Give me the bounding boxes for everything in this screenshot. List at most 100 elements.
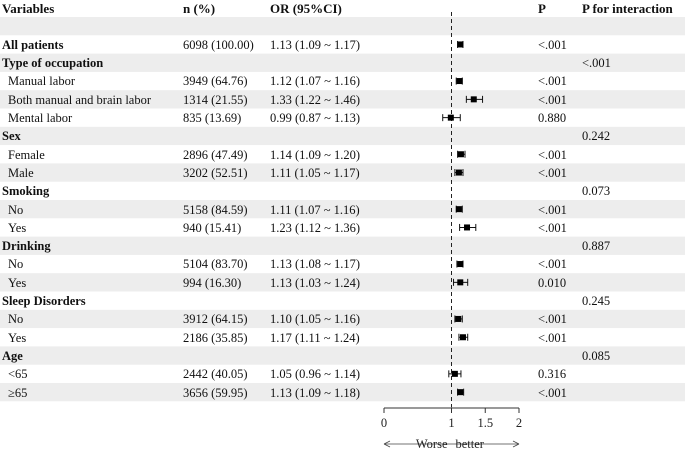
p-interaction-value: 0.242 <box>582 129 611 144</box>
row-label: Yes <box>8 220 27 235</box>
header-n: n (%) <box>183 1 216 16</box>
or-value: 1.10 (1.05 ~ 1.16) <box>270 312 361 327</box>
n-value: 3912 (64.15) <box>183 312 248 327</box>
p-value: <.001 <box>538 37 567 52</box>
group-label: Sleep Disorders <box>2 294 86 308</box>
row-label: Yes <box>8 275 27 290</box>
n-value: 1314 (21.55) <box>183 92 248 107</box>
point-estimate <box>455 315 462 322</box>
point-estimate <box>455 206 462 213</box>
p-interaction-value: <.001 <box>582 56 611 71</box>
row-stripe <box>0 309 685 329</box>
or-value: 1.05 (0.96 ~ 1.14) <box>270 367 361 382</box>
x-tick-label: 1.5 <box>477 416 493 430</box>
p-value: <.001 <box>538 165 567 180</box>
n-value: 2442 (40.05) <box>183 367 248 382</box>
p-value: <.001 <box>538 92 567 107</box>
p-value: 0.316 <box>538 367 567 382</box>
point-estimate <box>457 41 464 48</box>
or-value: 1.23 (1.12 ~ 1.36) <box>270 220 361 235</box>
group-label: Sex <box>2 129 21 144</box>
row-stripe <box>0 17 685 36</box>
or-value: 1.13 (1.03 ~ 1.24) <box>270 275 361 290</box>
group-label: Drinking <box>2 239 51 254</box>
n-value: 994 (16.30) <box>183 275 242 290</box>
p-value: <.001 <box>538 74 567 89</box>
point-estimate <box>447 114 454 121</box>
point-estimate <box>457 279 464 286</box>
p-value: <.001 <box>538 202 567 217</box>
header-variables: Variables <box>2 1 55 16</box>
arrow-head-right <box>512 440 520 448</box>
header-p: P <box>538 1 546 16</box>
point-estimate <box>457 151 464 158</box>
header-p-interaction: P for interaction <box>582 1 673 16</box>
p-value: <.001 <box>538 147 567 162</box>
row-stripe <box>0 383 685 402</box>
n-value: 940 (15.41) <box>183 220 242 235</box>
n-value: 5104 (83.70) <box>183 257 248 272</box>
p-value: <.001 <box>538 220 567 235</box>
or-value: 1.17 (1.11 ~ 1.24) <box>270 330 360 345</box>
row-label: No <box>8 312 24 327</box>
group-label: Age <box>2 348 23 363</box>
p-interaction-value: 0.085 <box>582 348 611 363</box>
n-value: 6098 (100.00) <box>183 37 254 52</box>
row-stripe <box>0 273 685 292</box>
or-value: 1.11 (1.05 ~ 1.17) <box>270 165 360 180</box>
row-label: Male <box>8 165 34 180</box>
x-tick-label: 0 <box>381 416 387 430</box>
row-label: <65 <box>8 367 28 382</box>
row-label: Yes <box>8 330 27 345</box>
p-value: 0.010 <box>538 275 567 290</box>
or-value: 1.14 (1.09 ~ 1.20) <box>270 147 361 162</box>
row-stripe <box>0 163 685 182</box>
row-label: ≥65 <box>8 385 28 400</box>
n-value: 3202 (52.51) <box>183 165 248 180</box>
n-value: 835 (13.69) <box>183 111 242 125</box>
point-estimate <box>457 261 464 268</box>
p-value: <.001 <box>538 257 567 272</box>
direction-label-better: better <box>456 437 485 451</box>
n-value: 3949 (64.76) <box>183 74 248 89</box>
or-value: 1.13 (1.09 ~ 1.17) <box>270 37 361 52</box>
point-estimate <box>470 96 477 103</box>
row-label: Mental labor <box>8 111 73 125</box>
or-value: 1.33 (1.22 ~ 1.46) <box>270 92 361 107</box>
row-stripe <box>0 126 685 146</box>
n-value: 2896 (47.49) <box>183 147 248 162</box>
row-label: No <box>8 202 24 217</box>
arrow-head-left <box>383 440 391 448</box>
point-estimate <box>456 78 463 85</box>
n-value: 5158 (84.59) <box>183 202 248 217</box>
row-stripe <box>0 90 685 109</box>
p-interaction-value: 0.887 <box>582 239 611 254</box>
point-estimate <box>451 370 458 377</box>
point-estimate <box>459 334 466 341</box>
row-stripe <box>0 200 685 219</box>
p-value: <.001 <box>538 385 567 400</box>
or-value: 1.12 (1.07 ~ 1.16) <box>270 74 361 89</box>
group-label: Type of occupation <box>2 56 104 71</box>
p-interaction-value: 0.245 <box>582 294 611 308</box>
p-interaction-value: 0.073 <box>582 184 611 199</box>
or-value: 1.13 (1.08 ~ 1.17) <box>270 257 361 272</box>
or-value: 0.99 (0.87 ~ 1.13) <box>270 111 361 125</box>
n-value: 2186 (35.85) <box>183 330 248 345</box>
n-value: 3656 (59.95) <box>183 385 248 400</box>
row-label: Manual labor <box>8 74 75 89</box>
direction-label-worse: Worse <box>416 437 448 451</box>
group-label: Smoking <box>2 184 50 199</box>
or-value: 1.13 (1.09 ~ 1.18) <box>270 385 361 400</box>
p-value: <.001 <box>538 330 567 345</box>
row-label: Female <box>8 147 45 162</box>
row-label: No <box>8 257 24 272</box>
row-stripe <box>0 53 685 72</box>
or-value: 1.11 (1.07 ~ 1.16) <box>270 202 360 217</box>
x-tick-label: 1 <box>448 416 454 430</box>
row-label: All patients <box>2 37 64 52</box>
point-estimate <box>464 224 471 231</box>
point-estimate <box>455 169 462 176</box>
p-value: 0.880 <box>538 111 567 125</box>
